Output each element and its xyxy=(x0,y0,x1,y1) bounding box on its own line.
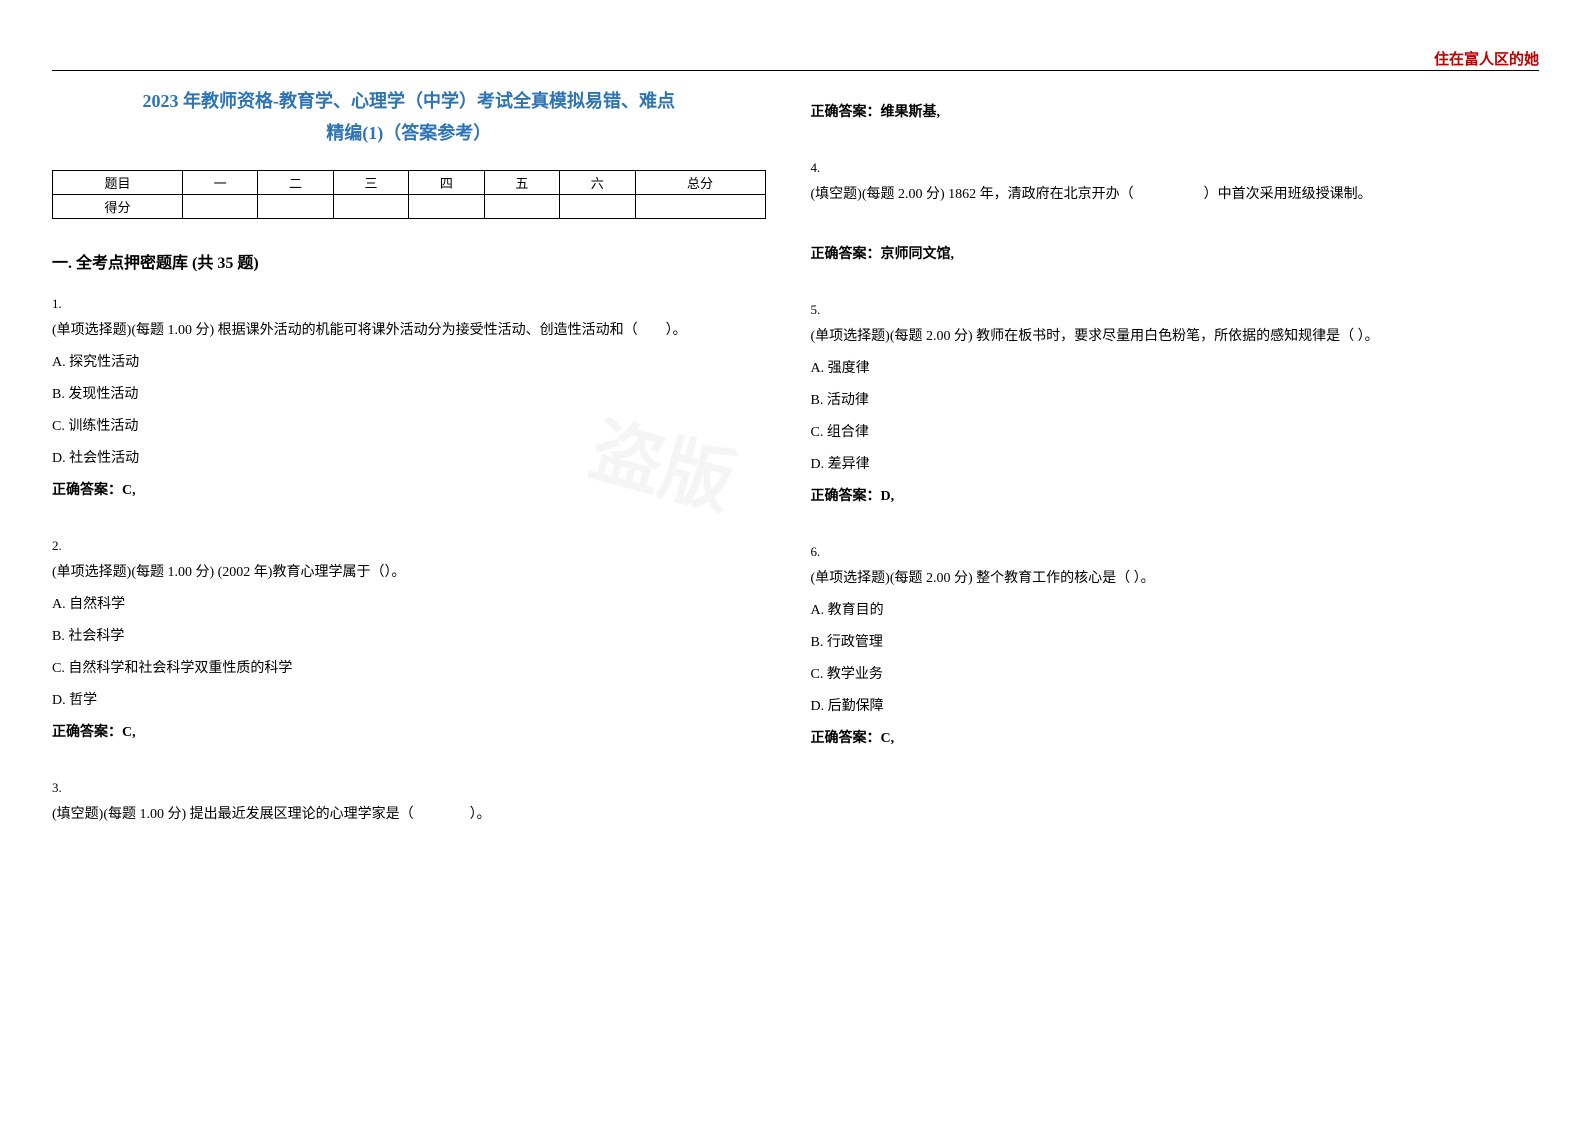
question-block: 2. (单项选择题)(每题 1.00 分) (2002 年)教育心理学属于（）。… xyxy=(52,533,766,747)
question-block: 5. (单项选择题)(每题 2.00 分) 教师在板书时，要求尽量用白色粉笔，所… xyxy=(811,297,1540,511)
question-answer: 正确答案：C, xyxy=(52,719,766,747)
table-cell: 六 xyxy=(560,170,635,194)
question-option: C. 自然科学和社会科学双重性质的科学 xyxy=(52,655,766,683)
table-cell xyxy=(409,194,484,218)
question-option: A. 自然科学 xyxy=(52,591,766,619)
table-cell: 二 xyxy=(258,170,333,194)
question-answer: 正确答案：D, xyxy=(811,483,1540,511)
question-option: D. 社会性活动 xyxy=(52,445,766,473)
document-title-line2: 精编(1)（答案参考） xyxy=(52,117,766,149)
table-cell: 五 xyxy=(484,170,559,194)
question-option: D. 后勤保障 xyxy=(811,693,1540,721)
question-number: 6. xyxy=(811,539,1540,565)
question-number: 5. xyxy=(811,297,1540,323)
question-option: C. 训练性活动 xyxy=(52,413,766,441)
table-cell: 得分 xyxy=(53,194,183,218)
question-option: B. 社会科学 xyxy=(52,623,766,651)
question-number: 4. xyxy=(811,155,1540,181)
table-cell: 题目 xyxy=(53,170,183,194)
document-title-line1: 2023 年教师资格-教育学、心理学（中学）考试全真模拟易错、难点 xyxy=(52,85,766,117)
question-block: 1. (单项选择题)(每题 1.00 分) 根据课外活动的机能可将课外活动分为接… xyxy=(52,291,766,505)
question-stem: (填空题)(每题 1.00 分) 提出最近发展区理论的心理学家是（ ）。 xyxy=(52,801,766,829)
question-option: D. 差异律 xyxy=(811,451,1540,479)
question-stem: (填空题)(每题 2.00 分) 1862 年，清政府在北京开办（ ）中首次采用… xyxy=(811,181,1540,209)
question-stem: (单项选择题)(每题 2.00 分) 整个教育工作的核心是（ ）。 xyxy=(811,565,1540,593)
table-row: 题目 一 二 三 四 五 六 总分 xyxy=(53,170,766,194)
question-answer: 正确答案：维果斯基, xyxy=(811,99,1540,127)
table-cell: 三 xyxy=(333,170,408,194)
question-number: 2. xyxy=(52,533,766,559)
table-cell xyxy=(635,194,765,218)
question-option: C. 组合律 xyxy=(811,419,1540,447)
question-option: C. 教学业务 xyxy=(811,661,1540,689)
question-option: A. 探究性活动 xyxy=(52,349,766,377)
question-stem: (单项选择题)(每题 2.00 分) 教师在板书时，要求尽量用白色粉笔，所依据的… xyxy=(811,323,1540,351)
table-cell: 总分 xyxy=(635,170,765,194)
table-cell xyxy=(258,194,333,218)
header-note: 住在富人区的她 xyxy=(1434,48,1539,69)
question-block: 3. (填空题)(每题 1.00 分) 提出最近发展区理论的心理学家是（ ）。 xyxy=(52,775,766,829)
question-option: A. 强度律 xyxy=(811,355,1540,383)
question-option: D. 哲学 xyxy=(52,687,766,715)
question-answer: 正确答案：京师同文馆, xyxy=(811,241,1540,269)
column-left: 2023 年教师资格-教育学、心理学（中学）考试全真模拟易错、难点 精编(1)（… xyxy=(52,85,796,857)
question-block: 正确答案：维果斯基, xyxy=(811,99,1540,127)
question-option: B. 活动律 xyxy=(811,387,1540,415)
question-block: 4. (填空题)(每题 2.00 分) 1862 年，清政府在北京开办（ ）中首… xyxy=(811,155,1540,269)
question-stem: (单项选择题)(每题 1.00 分) (2002 年)教育心理学属于（）。 xyxy=(52,559,766,587)
question-option: B. 发现性活动 xyxy=(52,381,766,409)
question-option: B. 行政管理 xyxy=(811,629,1540,657)
question-answer: 正确答案：C, xyxy=(811,725,1540,753)
question-stem: (单项选择题)(每题 1.00 分) 根据课外活动的机能可将课外活动分为接受性活… xyxy=(52,317,766,345)
table-cell xyxy=(560,194,635,218)
question-number: 1. xyxy=(52,291,766,317)
table-row: 得分 xyxy=(53,194,766,218)
table-cell: 一 xyxy=(182,170,257,194)
section-header: 一. 全考点押密题库 (共 35 题) xyxy=(52,249,766,273)
question-number: 3. xyxy=(52,775,766,801)
table-cell: 四 xyxy=(409,170,484,194)
question-answer: 正确答案：C, xyxy=(52,477,766,505)
content-area: 2023 年教师资格-教育学、心理学（中学）考试全真模拟易错、难点 精编(1)（… xyxy=(52,85,1539,857)
table-cell xyxy=(333,194,408,218)
horizontal-divider xyxy=(52,70,1539,71)
question-option: A. 教育目的 xyxy=(811,597,1540,625)
column-right: 正确答案：维果斯基, 4. (填空题)(每题 2.00 分) 1862 年，清政… xyxy=(796,85,1540,857)
score-table: 题目 一 二 三 四 五 六 总分 得分 xyxy=(52,170,766,219)
table-cell xyxy=(484,194,559,218)
question-block: 6. (单项选择题)(每题 2.00 分) 整个教育工作的核心是（ ）。 A. … xyxy=(811,539,1540,753)
table-cell xyxy=(182,194,257,218)
